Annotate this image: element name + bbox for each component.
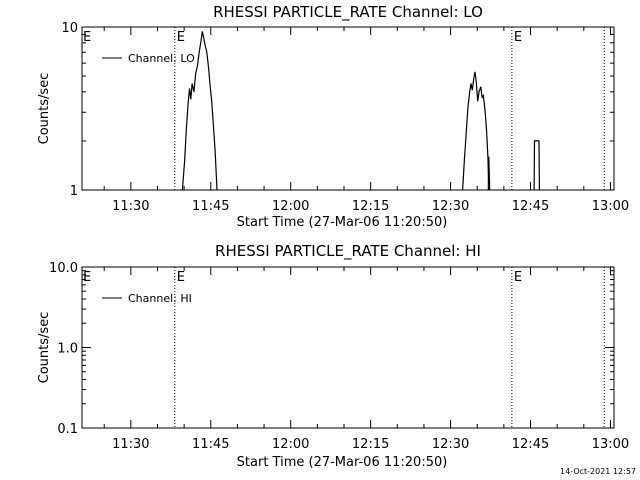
x-tick-label: 12:00 [272, 199, 309, 214]
plot-frame [81, 26, 615, 191]
start-event-marker: E [83, 270, 91, 285]
y-axis-label: Counts/sec [37, 73, 52, 145]
x-tick-label: 11:45 [192, 199, 229, 214]
start-event-marker: E [83, 30, 91, 45]
series-line [533, 140, 541, 191]
x-tick-label: 11:30 [112, 199, 149, 214]
lo-channel-panel: RHESSI PARTICLE_RATE Channel: LO 11:30 11:… [37, 3, 629, 230]
x-tick-label: 12:15 [352, 199, 389, 214]
y-tick-label: 10.0 [49, 261, 78, 276]
event-marker: E [177, 30, 185, 45]
x-tick-label: 13:00 [592, 199, 629, 214]
x-tick-label: 11:45 [192, 437, 229, 452]
series-line [462, 71, 490, 191]
event-marker: E [514, 30, 522, 45]
x-tick-label: 12:45 [512, 437, 549, 452]
x-tick-label: 12:00 [272, 437, 309, 452]
series-line [487, 156, 491, 191]
hi-channel-panel: RHESSI PARTICLE_RATE Channel: HI 11:30 11:… [37, 242, 629, 470]
event-marker: E [177, 270, 185, 285]
y-tick-label: 1 [70, 184, 78, 199]
series-line [181, 31, 218, 191]
x-tick-label: 12:30 [432, 199, 469, 214]
x-axis-label: Start Time (27-Mar-06 11:20:50) [237, 215, 448, 230]
x-tick-label: 12:45 [512, 199, 549, 214]
chart-title: RHESSI PARTICLE_RATE Channel: LO [213, 3, 483, 22]
legend-entry: Channel: LO [128, 52, 195, 65]
x-tick-label: 11:30 [112, 437, 149, 452]
chart-title: RHESSI PARTICLE_RATE Channel: HI [215, 242, 481, 261]
y-axis-label: Counts/sec [37, 312, 52, 384]
y-tick-label: 1.0 [57, 342, 78, 357]
event-marker: E [514, 270, 522, 285]
generation-timestamp: 14-Oct-2021 12:57 [560, 467, 636, 476]
y-tick-label: 10 [61, 21, 78, 36]
x-tick-label: 12:30 [432, 437, 469, 452]
legend-entry: Channel: HI [128, 292, 192, 305]
y-tick-label: 0.1 [57, 422, 78, 437]
x-axis-label: Start Time (27-Mar-06 11:20:50) [237, 455, 448, 470]
x-tick-label: 12:15 [352, 437, 389, 452]
x-tick-label: 13:00 [592, 437, 629, 452]
